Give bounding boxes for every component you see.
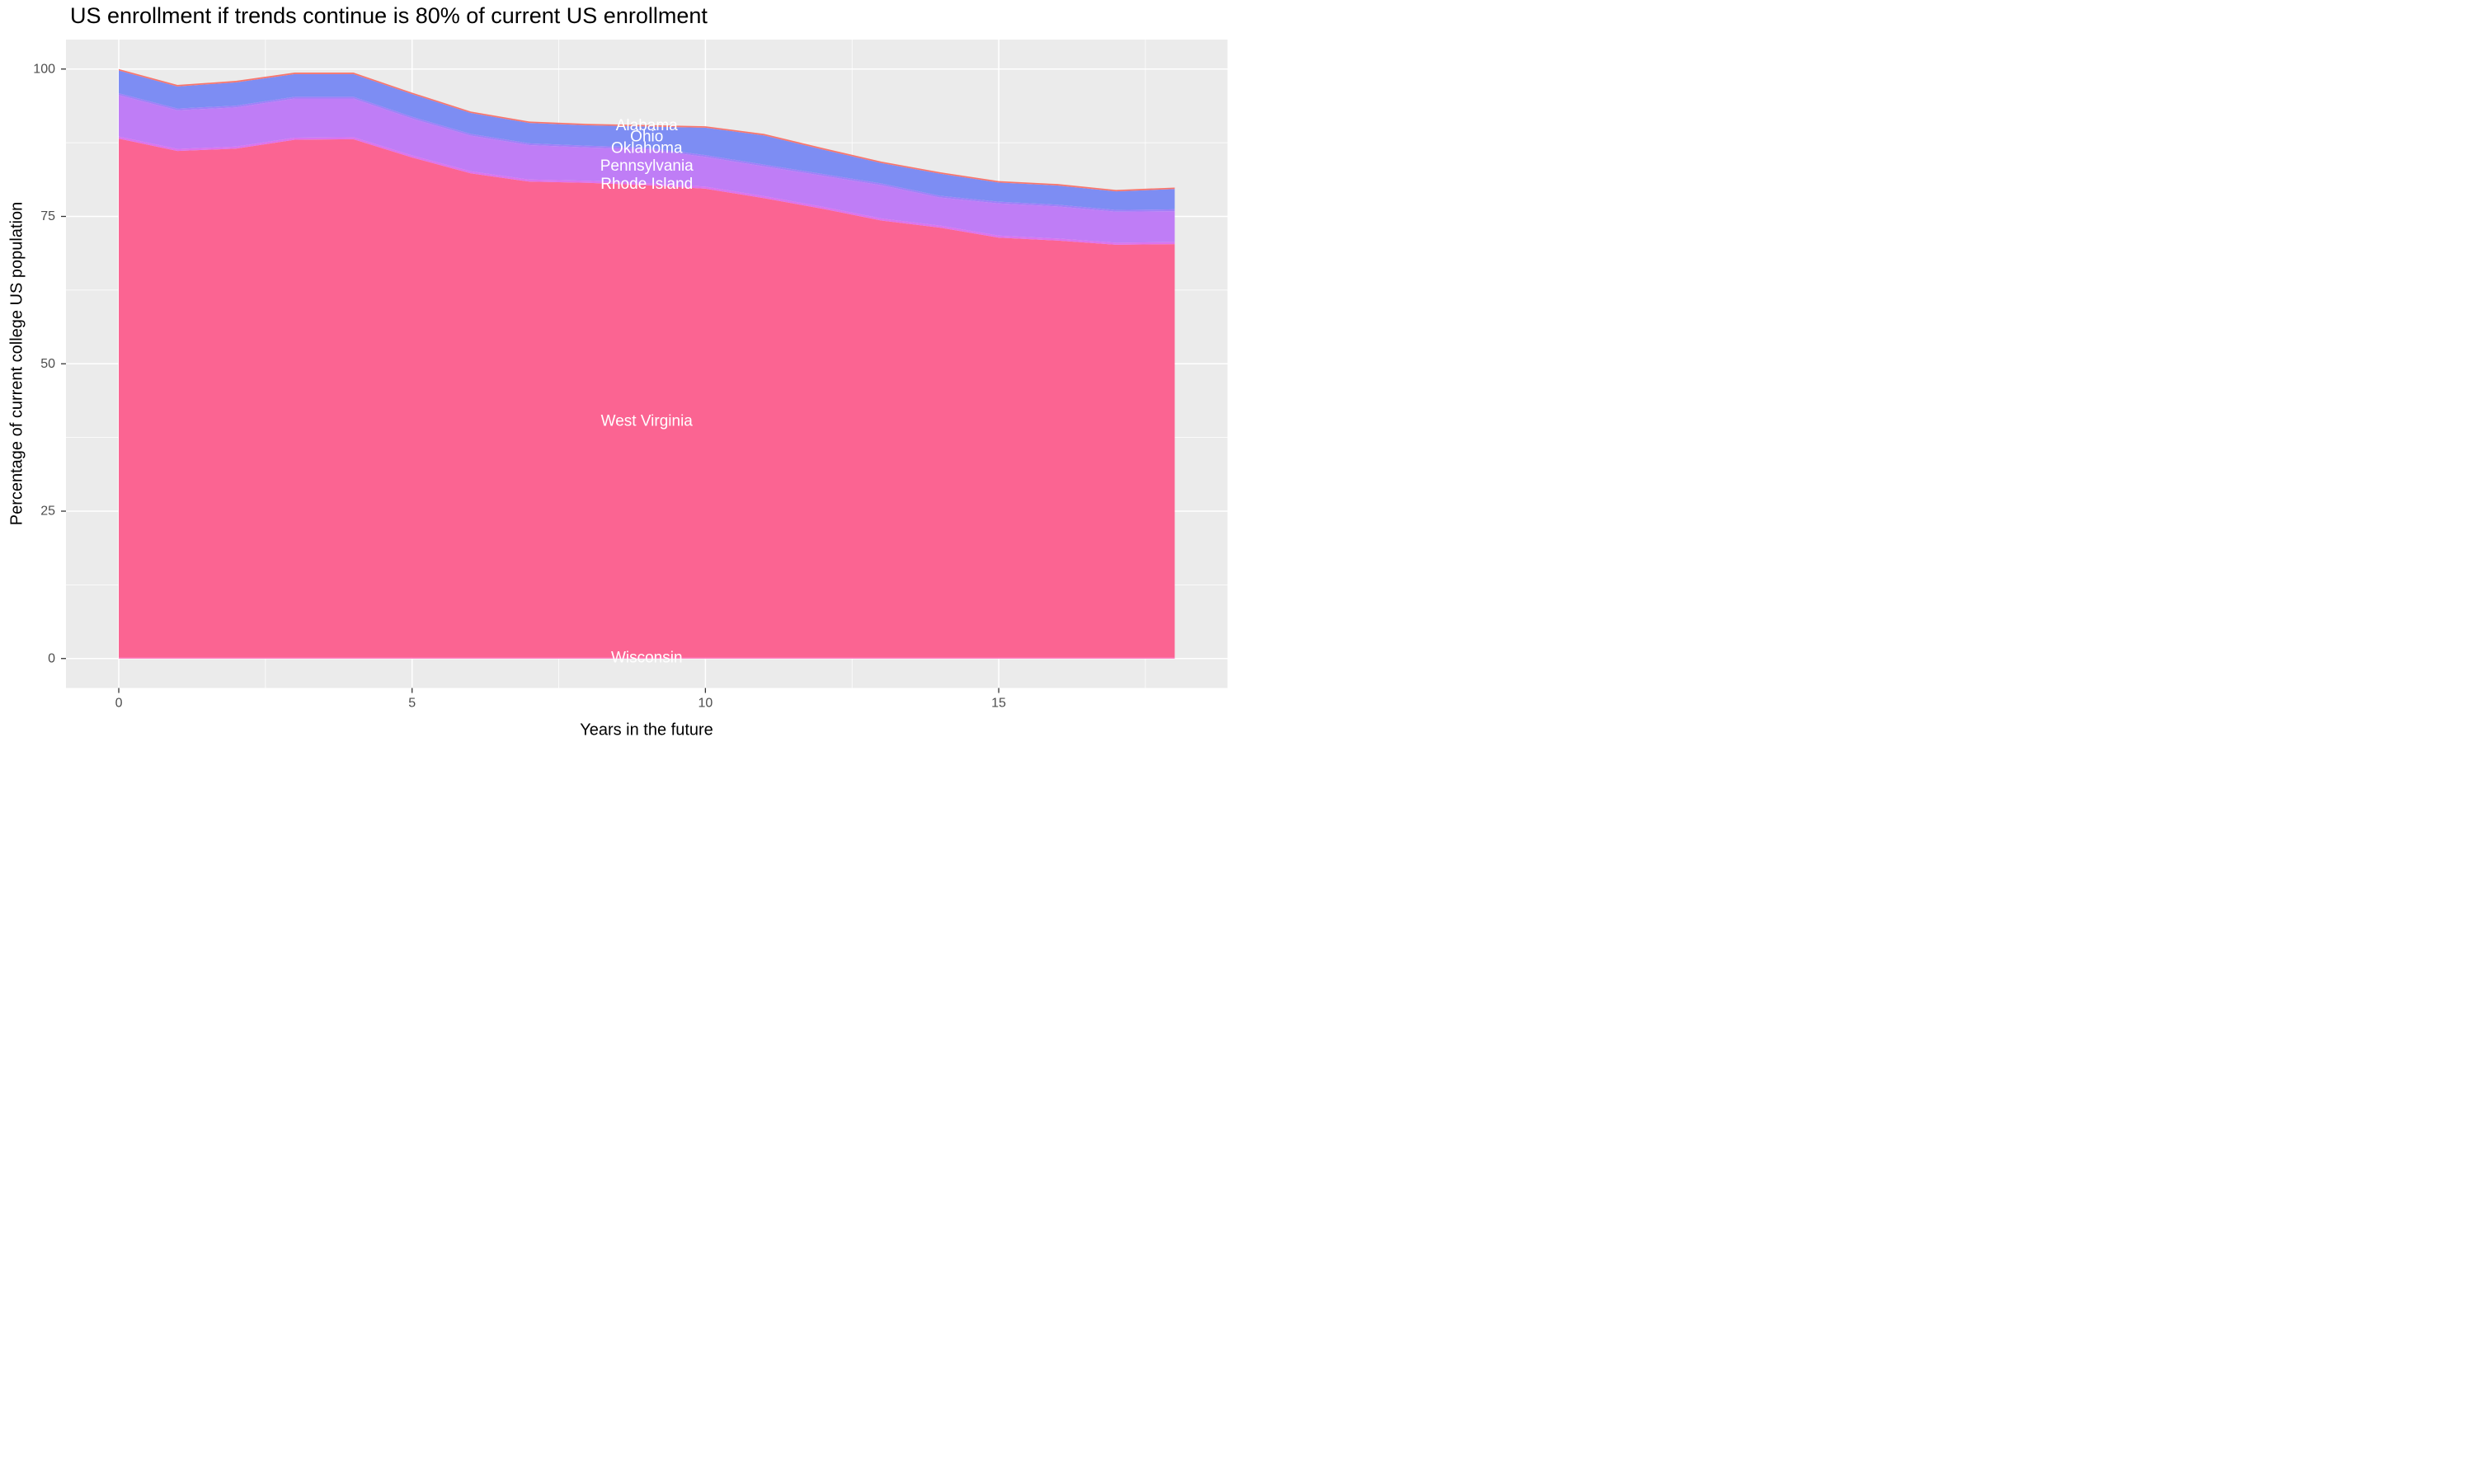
y-tick-label: 0 [48,651,55,665]
y-tick-label: 50 [40,357,55,371]
y-axis-title: Percentage of current college US populat… [7,201,26,526]
state-label-ohio: Ohio [630,129,663,146]
y-tick-label: 25 [40,505,55,519]
plot-title: US enrollment if trends continue is 80% … [70,3,708,28]
x-tick-label: 0 [115,697,123,711]
area-pennsylvania [119,95,1175,243]
area-wisconsin [119,657,1175,659]
state-label-alabama: Alabama [616,117,678,134]
x-tick-label: 15 [991,697,1006,711]
state-label-rhode-island: Rhode Island [600,176,693,193]
x-tick-label: 5 [408,697,416,711]
chart-canvas: 0 25 50 75 100 0 5 10 15 Wisconsin West Virginia Rh… [33,40,1228,711]
area-ohio [119,70,1175,210]
x-axis-title: Years in the future [580,721,713,740]
state-label-wisconsin: Wisconsin [611,650,683,667]
y-tick-label: 75 [40,209,55,223]
state-label-oklahoma: Oklahoma [611,139,683,157]
area-west-virginia [119,139,1175,658]
y-tick-label: 100 [33,62,55,76]
x-tick-label: 10 [698,697,713,711]
area-rhode-island [119,136,1175,245]
state-label-west-virginia: West Virginia [601,412,694,430]
state-label-pennsylvania: Pennsylvania [600,157,694,175]
enrollment-stacked-area-chart: 0 25 50 75 100 0 5 10 15 Wisconsin West Virginia Rh… [0,0,1237,742]
